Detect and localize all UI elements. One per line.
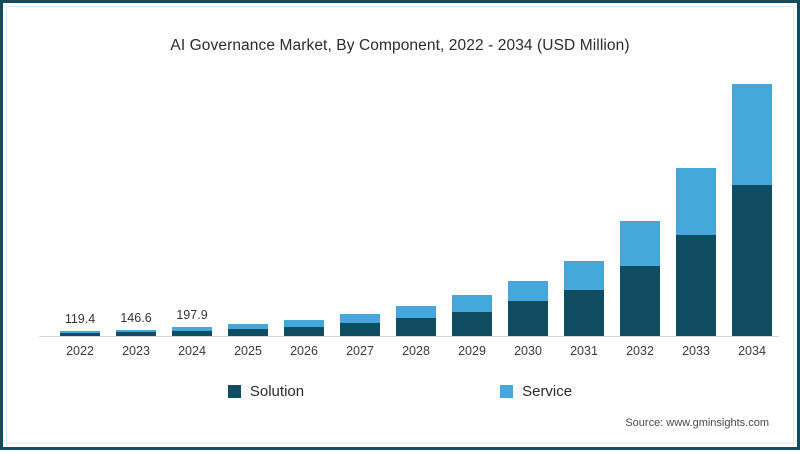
bar-segment-solution[interactable]	[452, 311, 492, 336]
source-attribution: Source: www.gminsights.com	[625, 417, 769, 429]
legend-item-service[interactable]: Service	[500, 383, 572, 400]
bar-segment-solution[interactable]	[284, 326, 324, 336]
chart-title: AI Governance Market, By Component, 2022…	[170, 37, 630, 54]
bar-segment-service[interactable]	[676, 168, 716, 236]
bar-segment-service[interactable]	[172, 327, 212, 331]
bar-segment-solution[interactable]	[508, 301, 548, 336]
x-axis-tick-2023: 2023	[122, 344, 150, 358]
bar-group[interactable]	[732, 84, 772, 336]
bar-segment-solution[interactable]	[116, 332, 156, 336]
bar-group[interactable]	[340, 314, 380, 336]
bar-segment-solution[interactable]	[732, 185, 772, 336]
bar-segment-solution[interactable]	[676, 235, 716, 336]
bar-segment-service[interactable]	[340, 314, 380, 324]
x-axis-tick-2034: 2034	[738, 344, 766, 358]
legend-swatch-icon	[500, 385, 514, 398]
x-axis-tick-2028: 2028	[402, 344, 430, 358]
bar-segment-solution[interactable]	[620, 266, 660, 336]
bar-segment-solution[interactable]	[396, 318, 436, 336]
x-axis-tick-2033: 2033	[682, 344, 710, 358]
bar-group[interactable]	[676, 168, 716, 336]
bar-group[interactable]	[564, 261, 604, 336]
bar-segment-service[interactable]	[452, 295, 492, 312]
bar-segment-service[interactable]	[396, 306, 436, 319]
bar-segment-service[interactable]	[508, 281, 548, 302]
legend-item-solution[interactable]: Solution	[227, 383, 305, 400]
bar-group[interactable]	[284, 320, 324, 336]
x-axis-tick-2027: 2027	[346, 344, 374, 358]
bar-group[interactable]: 119.4	[60, 312, 100, 336]
bar-group[interactable]	[452, 295, 492, 336]
chart-legend: Solution Service	[3, 383, 797, 400]
bar-value-label: 119.4	[64, 311, 96, 326]
bar-segment-service[interactable]	[284, 320, 324, 327]
x-axis-tick-2029: 2029	[458, 344, 486, 358]
bar-segment-service[interactable]	[620, 221, 660, 267]
x-axis-tick-2022: 2022	[66, 344, 94, 358]
bar-value-label: 197.9	[176, 308, 208, 323]
x-axis-tick-2032: 2032	[626, 344, 654, 358]
x-axis-tick-2024: 2024	[178, 344, 206, 358]
bar-segment-service[interactable]	[564, 261, 604, 291]
bar-segment-solution[interactable]	[564, 290, 604, 336]
legend-label: Service	[522, 383, 573, 400]
bar-group[interactable]	[620, 221, 660, 336]
bar-segment-solution[interactable]	[60, 332, 100, 336]
bar-segment-service[interactable]	[228, 324, 268, 330]
bar-group[interactable]	[508, 281, 548, 336]
bar-group[interactable]	[396, 306, 436, 336]
bar-segment-solution[interactable]	[228, 329, 268, 336]
bar-segment-service[interactable]	[116, 329, 156, 333]
bar-group[interactable]: 146.6	[116, 311, 156, 336]
x-axis-tick-2030: 2030	[514, 344, 542, 358]
x-axis-line	[39, 336, 779, 337]
bar-segment-service[interactable]	[732, 84, 772, 186]
plot-area: 119.4 146.6 197.9 2022 2023 2024 2025 2026 2027…	[3, 3, 800, 453]
bar-group[interactable]	[228, 324, 268, 336]
x-axis-tick-2031: 2031	[570, 344, 598, 358]
bar-segment-service[interactable]	[60, 330, 100, 333]
x-axis-tick-2025: 2025	[234, 344, 262, 358]
bar-segment-solution[interactable]	[340, 323, 380, 336]
bar-group[interactable]: 197.9	[172, 308, 212, 336]
bar-value-label: 146.6	[120, 310, 152, 325]
legend-swatch-icon	[227, 385, 241, 398]
bar-segment-solution[interactable]	[172, 330, 212, 336]
legend-label: Solution	[249, 383, 305, 400]
x-axis-tick-2026: 2026	[290, 344, 318, 358]
